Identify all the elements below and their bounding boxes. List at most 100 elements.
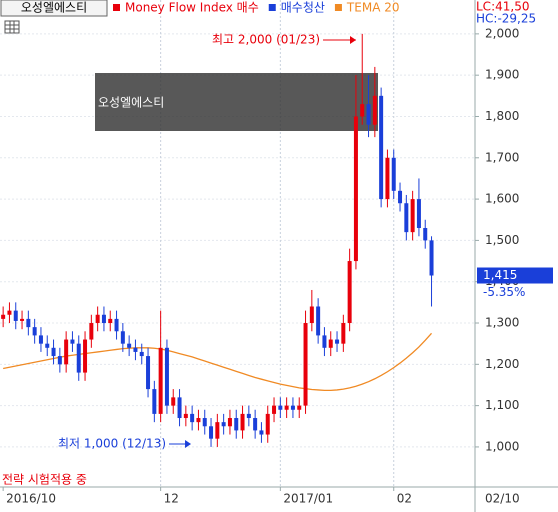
indicator-label: HC:-29,25 [476,12,536,26]
indicator-label: LC:41,50 [476,0,529,14]
candle-body [353,116,358,262]
candle-body [202,418,207,427]
candle-body [398,190,403,204]
candle-body [101,314,106,324]
high-annotation: 최고 2,000 (01/23) [212,33,320,47]
candle-body [290,405,295,410]
legend-label: TEMA 20 [346,1,400,15]
candle-body [215,422,220,439]
x-tick-label: 2016/10 [6,492,56,506]
candle-body [7,310,12,315]
x-tick-label: 12 [164,492,179,506]
last-price-box [477,267,553,284]
y-tick-label: 1,800 [485,109,519,123]
table-icon [4,20,20,34]
high-arrow-head [350,36,356,44]
candle-body [133,347,138,352]
candle-body [347,261,352,324]
last-date-label: 02/10 [485,492,520,506]
legend-swatch [334,4,342,11]
candle-body [366,104,371,125]
stock-name-box[interactable] [0,0,108,17]
change-label: -5.35% [483,285,525,299]
candle-body [171,397,176,406]
candle-body [416,199,421,229]
candle-body [404,203,409,233]
candle-body [152,389,157,414]
candle-body [177,397,182,419]
candle-body [423,228,428,241]
candle-body [240,413,245,431]
candle-body [284,405,289,410]
candle-body [13,310,18,321]
tema-line [3,332,433,391]
candle-body [253,418,258,431]
legend-label: 매수청산 [281,1,325,15]
candle-body [227,418,232,427]
candle-body [360,104,365,117]
candle-body [45,343,50,348]
y-tick-label: 1,100 [485,398,519,412]
candle-body [372,95,377,125]
candle-body [221,422,226,427]
candle-body [410,199,415,233]
strategy-note: 전략 시험적용 중 [2,473,87,487]
watermark-box [95,73,378,131]
candle-body [272,405,277,414]
candle-body [183,413,188,419]
candle-body [108,318,113,324]
legend-label: Money Flow Index 매수 [125,1,259,15]
x-tick-label: 2017/01 [283,492,333,506]
candle-body [64,339,69,365]
candle-body [316,306,321,336]
low-annotation: 최저 1,000 (12/13) [58,437,166,451]
candle-body [1,314,6,319]
candle-body [51,347,56,357]
candle-body [95,314,100,324]
y-tick-label: 1,700 [485,150,519,164]
y-tick-label: 1,900 [485,68,519,82]
candle-body [297,405,302,410]
candle-body [70,339,75,344]
x-tick-label: 02 [397,492,412,506]
candle-body [391,157,396,191]
candle-body [379,95,384,200]
candle-body [76,343,81,373]
candle-body [89,323,94,340]
legend-swatch [268,4,276,11]
candle-body [265,413,270,435]
candle-body [196,418,201,423]
y-tick-label: 1,600 [485,192,519,206]
y-tick-label: 1,000 [485,439,519,453]
candle-body [341,323,346,344]
y-tick-label: 1,500 [485,233,519,247]
watermark: 오성엘에스티 [98,96,164,110]
legend-swatch [113,4,120,11]
y-tick-label: 1,200 [485,357,519,371]
candle-body [127,343,132,348]
candle-body [190,413,195,423]
y-tick-label: 1,300 [485,316,519,330]
candle-body [83,339,88,373]
candle-body [114,318,119,332]
candle-body [303,323,308,406]
candle-body [38,335,43,344]
candle-body [335,339,340,344]
candle-body [246,413,251,419]
candle-body [328,339,333,348]
candle-body [164,347,169,406]
candle-body [259,430,264,435]
candle-body [32,327,37,336]
candle-body [26,318,31,328]
candle-body [309,306,314,324]
candle-body [158,347,163,414]
candle-body [209,426,214,439]
low-arrow-head [185,440,192,448]
y-tick-label: 2,000 [485,26,519,40]
candle-body [20,318,25,321]
candle-body [385,157,390,200]
candle-body [146,356,151,390]
candle-body [57,356,62,365]
stock-name[interactable]: 오성엘에스티 [21,1,87,15]
